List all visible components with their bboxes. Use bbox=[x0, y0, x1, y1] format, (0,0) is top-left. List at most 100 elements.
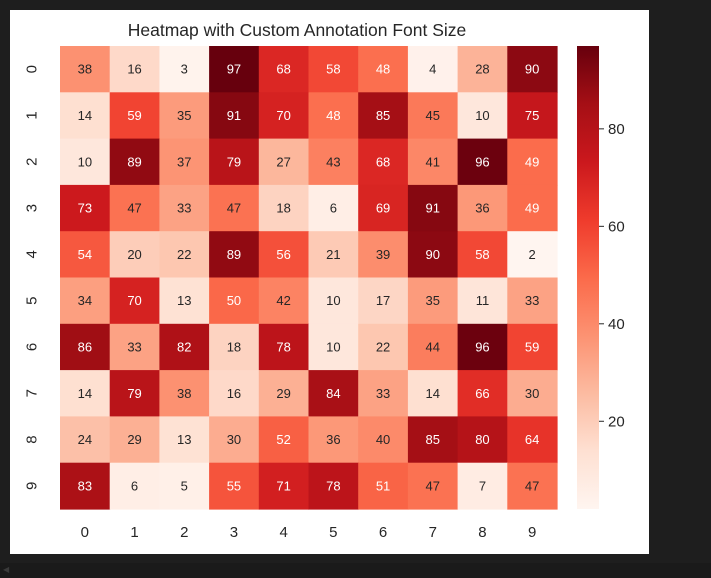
scroll-left-icon[interactable]: ◀ bbox=[3, 565, 10, 574]
cell-annotation: 71 bbox=[276, 478, 290, 493]
heatmap-cell-r7-c1 bbox=[109, 370, 160, 417]
cell-annotation: 47 bbox=[127, 201, 141, 216]
heatmap-cell-r0-c3 bbox=[209, 46, 260, 93]
heatmap-cell-r6-c1 bbox=[109, 323, 160, 371]
heatmap-cell-r6-c5 bbox=[308, 323, 359, 371]
cell-annotation: 10 bbox=[78, 154, 92, 169]
heatmap-cell-r9-c9 bbox=[507, 462, 558, 510]
heatmap-cell-r0-c9 bbox=[507, 46, 558, 93]
heatmap-cell-r7-c5 bbox=[308, 370, 359, 417]
heatmap-cell-r4-c4 bbox=[258, 231, 310, 279]
heatmap-cell-r3-c2 bbox=[159, 184, 210, 232]
heatmap-cell-r3-c7 bbox=[407, 184, 459, 232]
heatmap-cell-r5-c8 bbox=[457, 277, 508, 325]
heatmap-cell-r4-c2 bbox=[159, 231, 210, 279]
cell-annotation: 41 bbox=[426, 154, 440, 169]
cell-annotation: 36 bbox=[475, 201, 489, 216]
cell-annotation: 86 bbox=[78, 339, 92, 354]
cell-annotation: 14 bbox=[78, 386, 92, 401]
cell-annotation: 51 bbox=[376, 478, 390, 493]
heatmap-cell-r1-c6 bbox=[358, 92, 409, 140]
heatmap-cell-r7-c8 bbox=[457, 370, 508, 417]
cell-annotation: 45 bbox=[426, 108, 440, 123]
cell-annotation: 89 bbox=[127, 154, 141, 169]
heatmap-cell-r8-c9 bbox=[507, 416, 558, 464]
cell-annotation: 33 bbox=[376, 386, 390, 401]
cell-annotation: 43 bbox=[326, 154, 340, 169]
cell-annotation: 59 bbox=[525, 339, 539, 354]
y-tick-label: 9 bbox=[24, 482, 41, 490]
cell-annotation: 78 bbox=[326, 478, 340, 493]
heatmap-cell-r9-c1 bbox=[109, 462, 160, 510]
heatmap-cell-r2-c7 bbox=[407, 138, 459, 186]
cell-annotation: 33 bbox=[525, 293, 539, 308]
cell-annotation: 13 bbox=[177, 293, 191, 308]
heatmap-cell-r4-c3 bbox=[209, 231, 260, 279]
cell-annotation: 59 bbox=[127, 108, 141, 123]
cell-annotation: 44 bbox=[426, 339, 440, 354]
cell-annotation: 36 bbox=[326, 432, 340, 447]
heatmap-cell-r0-c6 bbox=[358, 46, 409, 93]
cell-annotation: 73 bbox=[78, 201, 92, 216]
heatmap-cell-r7-c0 bbox=[60, 370, 111, 417]
y-axis-ticks: 0 1 2 3 4 5 6 7 8 9 bbox=[24, 65, 41, 490]
cell-annotation: 54 bbox=[78, 247, 92, 262]
heatmap-cell-r3-c8 bbox=[457, 184, 508, 232]
chart-figure: Heatmap with Custom Annotation Font Size… bbox=[10, 10, 649, 554]
colorbar-tick-label: 60 bbox=[608, 218, 625, 235]
cell-annotation: 29 bbox=[276, 386, 290, 401]
y-tick-label: 7 bbox=[24, 389, 41, 397]
heatmap-cell-r5-c6 bbox=[358, 277, 409, 325]
x-tick-label: 2 bbox=[180, 524, 188, 541]
heatmap-cell-r1-c8 bbox=[457, 92, 508, 140]
cell-annotation: 70 bbox=[127, 293, 141, 308]
heatmap-cell-r0-c2 bbox=[159, 46, 210, 93]
heatmap-cell-r2-c8 bbox=[457, 138, 508, 186]
heatmap-cell-r1-c4 bbox=[258, 92, 310, 140]
cell-annotation: 38 bbox=[78, 62, 92, 77]
cell-annotation: 10 bbox=[326, 293, 340, 308]
cell-annotation: 13 bbox=[177, 432, 191, 447]
cell-annotation: 2 bbox=[529, 247, 536, 262]
cell-annotation: 68 bbox=[276, 62, 290, 77]
cell-annotation: 84 bbox=[326, 386, 340, 401]
cell-annotation: 38 bbox=[177, 386, 191, 401]
y-tick-label: 3 bbox=[24, 204, 41, 212]
colorbar-ticks: 20 40 60 80 bbox=[599, 121, 625, 430]
colorbar-tick-label: 80 bbox=[608, 121, 625, 138]
heatmap-cell-r6-c9 bbox=[507, 323, 558, 371]
heatmap-cell-r0-c0 bbox=[60, 46, 111, 93]
cell-annotation: 14 bbox=[78, 108, 92, 123]
heatmap-cell-r5-c7 bbox=[407, 277, 459, 325]
heatmap-cell-r1-c9 bbox=[507, 92, 558, 140]
heatmap-cell-r9-c0 bbox=[60, 462, 111, 510]
heatmap-cell-r5-c4 bbox=[258, 277, 310, 325]
cell-annotation: 85 bbox=[426, 432, 440, 447]
cell-annotation: 6 bbox=[330, 201, 337, 216]
cell-annotation: 69 bbox=[376, 201, 390, 216]
colorbar bbox=[577, 46, 599, 509]
cell-annotation: 75 bbox=[525, 108, 539, 123]
cell-annotation: 35 bbox=[177, 108, 191, 123]
cell-annotation: 6 bbox=[131, 478, 138, 493]
cell-annotation: 22 bbox=[376, 339, 390, 354]
cell-annotation: 49 bbox=[525, 201, 539, 216]
chart-title: Heatmap with Custom Annotation Font Size bbox=[128, 20, 467, 40]
heatmap-cell-r9-c6 bbox=[358, 462, 409, 510]
cell-annotation: 66 bbox=[475, 386, 489, 401]
cell-annotation: 96 bbox=[475, 154, 489, 169]
heatmap-cell-r0-c1 bbox=[109, 46, 160, 93]
heatmap-cell-r2-c0 bbox=[60, 138, 111, 186]
heatmap-cell-r6-c8 bbox=[457, 323, 508, 371]
heatmap-cell-r3-c6 bbox=[358, 184, 409, 232]
heatmap-cell-r6-c0 bbox=[60, 323, 111, 371]
heatmap-cell-r5-c0 bbox=[60, 277, 111, 325]
heatmap-cell-r7-c7 bbox=[407, 370, 459, 417]
cell-annotation: 39 bbox=[376, 247, 390, 262]
heatmap-cell-r8-c7 bbox=[407, 416, 459, 464]
heatmap-cell-r8-c0 bbox=[60, 416, 111, 464]
heatmap-cell-r1-c5 bbox=[308, 92, 359, 140]
heatmap-cells bbox=[60, 46, 558, 510]
cell-annotation: 4 bbox=[429, 62, 436, 77]
